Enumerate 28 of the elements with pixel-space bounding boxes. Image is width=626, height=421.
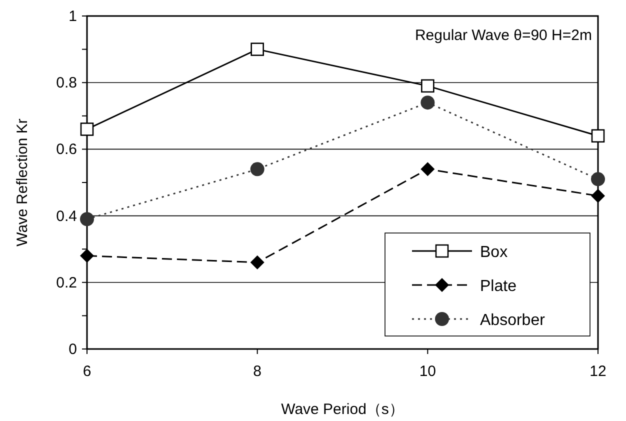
point — [250, 42, 264, 56]
y-tick-label: 1 — [68, 8, 77, 25]
legend-label: Absorber — [480, 312, 546, 329]
x-tick-label: 12 — [590, 363, 606, 380]
y-tick-label: 0.2 — [56, 274, 77, 292]
point — [591, 129, 605, 143]
point — [420, 96, 435, 110]
point — [80, 248, 94, 263]
point — [591, 188, 605, 203]
x-tick-label: 6 — [82, 363, 92, 380]
y-tick-label: 0.6 — [56, 141, 77, 158]
annotation: Regular Wave θ=90 H=2m — [414, 27, 592, 44]
point — [250, 255, 264, 270]
legend-label: Plate — [480, 278, 517, 295]
point — [80, 212, 94, 226]
point — [250, 162, 264, 176]
x-axis-title: Wave Period（s） — [281, 401, 404, 418]
y-tick-label: 0.4 — [56, 208, 77, 225]
point — [421, 79, 434, 93]
point — [420, 162, 435, 176]
point — [591, 172, 605, 186]
y-tick-label: 0 — [68, 341, 77, 358]
y-axis-title: Wave Reflection Kr — [14, 118, 31, 246]
point — [80, 122, 94, 136]
x-tick-label: 10 — [419, 363, 436, 380]
legend-label: Box — [480, 244, 508, 261]
y-tick-label: 0.8 — [56, 74, 77, 92]
x-tick-label: 8 — [253, 363, 262, 380]
